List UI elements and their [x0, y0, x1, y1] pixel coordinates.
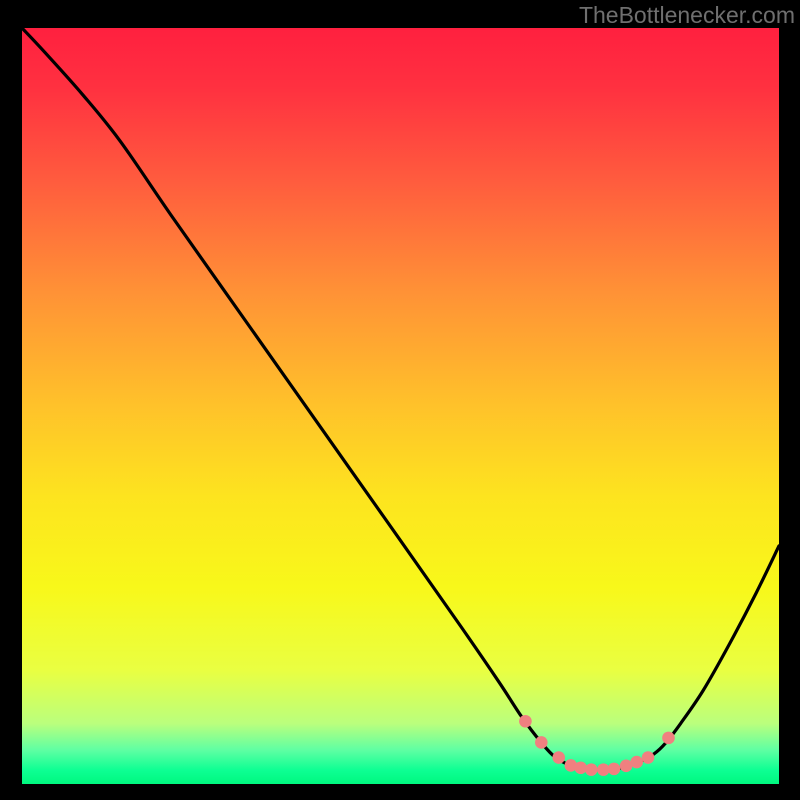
optimum-marker [552, 751, 565, 764]
chart-stage: TheBottlenecker.com [0, 0, 800, 800]
optimum-marker [608, 763, 621, 776]
optimum-marker [642, 751, 655, 764]
optimum-marker [519, 715, 532, 728]
optimum-markers-group [519, 715, 675, 776]
curve-layer [22, 28, 779, 784]
optimum-marker [630, 756, 643, 769]
watermark-text: TheBottlenecker.com [579, 2, 795, 29]
optimum-marker [585, 763, 598, 776]
optimum-marker [535, 736, 548, 749]
optimum-marker [574, 761, 587, 774]
bottleneck-curve [22, 28, 779, 770]
optimum-marker [662, 732, 675, 745]
